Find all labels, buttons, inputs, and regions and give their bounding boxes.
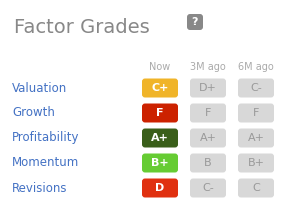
Text: F: F (253, 108, 259, 118)
FancyBboxPatch shape (190, 179, 226, 198)
Text: Valuation: Valuation (12, 82, 67, 95)
Text: Profitability: Profitability (12, 131, 80, 144)
FancyBboxPatch shape (142, 129, 178, 147)
FancyBboxPatch shape (187, 14, 203, 30)
FancyBboxPatch shape (238, 179, 274, 198)
Text: A+: A+ (200, 133, 216, 143)
Text: F: F (205, 108, 211, 118)
Text: A+: A+ (247, 133, 265, 143)
Text: F: F (156, 108, 164, 118)
Text: Growth: Growth (12, 106, 55, 119)
FancyBboxPatch shape (238, 103, 274, 123)
FancyBboxPatch shape (190, 78, 226, 97)
FancyBboxPatch shape (190, 153, 226, 172)
Text: C: C (252, 183, 260, 193)
Text: C-: C- (250, 83, 262, 93)
Text: D: D (155, 183, 165, 193)
Text: Momentum: Momentum (12, 157, 79, 170)
Text: B: B (204, 158, 212, 168)
Text: Factor Grades: Factor Grades (14, 18, 150, 37)
Text: C-: C- (202, 183, 214, 193)
Text: 3M ago: 3M ago (190, 62, 226, 72)
Text: Revisions: Revisions (12, 181, 67, 194)
Text: ?: ? (192, 17, 198, 27)
FancyBboxPatch shape (142, 179, 178, 198)
Text: D+: D+ (199, 83, 217, 93)
Text: C+: C+ (151, 83, 169, 93)
FancyBboxPatch shape (142, 103, 178, 123)
FancyBboxPatch shape (190, 129, 226, 147)
Text: Now: Now (149, 62, 170, 72)
FancyBboxPatch shape (190, 103, 226, 123)
Text: B+: B+ (247, 158, 265, 168)
FancyBboxPatch shape (142, 153, 178, 172)
Text: B+: B+ (151, 158, 169, 168)
Text: A+: A+ (151, 133, 169, 143)
FancyBboxPatch shape (238, 153, 274, 172)
FancyBboxPatch shape (142, 78, 178, 97)
Text: 6M ago: 6M ago (238, 62, 274, 72)
FancyBboxPatch shape (238, 78, 274, 97)
FancyBboxPatch shape (238, 129, 274, 147)
